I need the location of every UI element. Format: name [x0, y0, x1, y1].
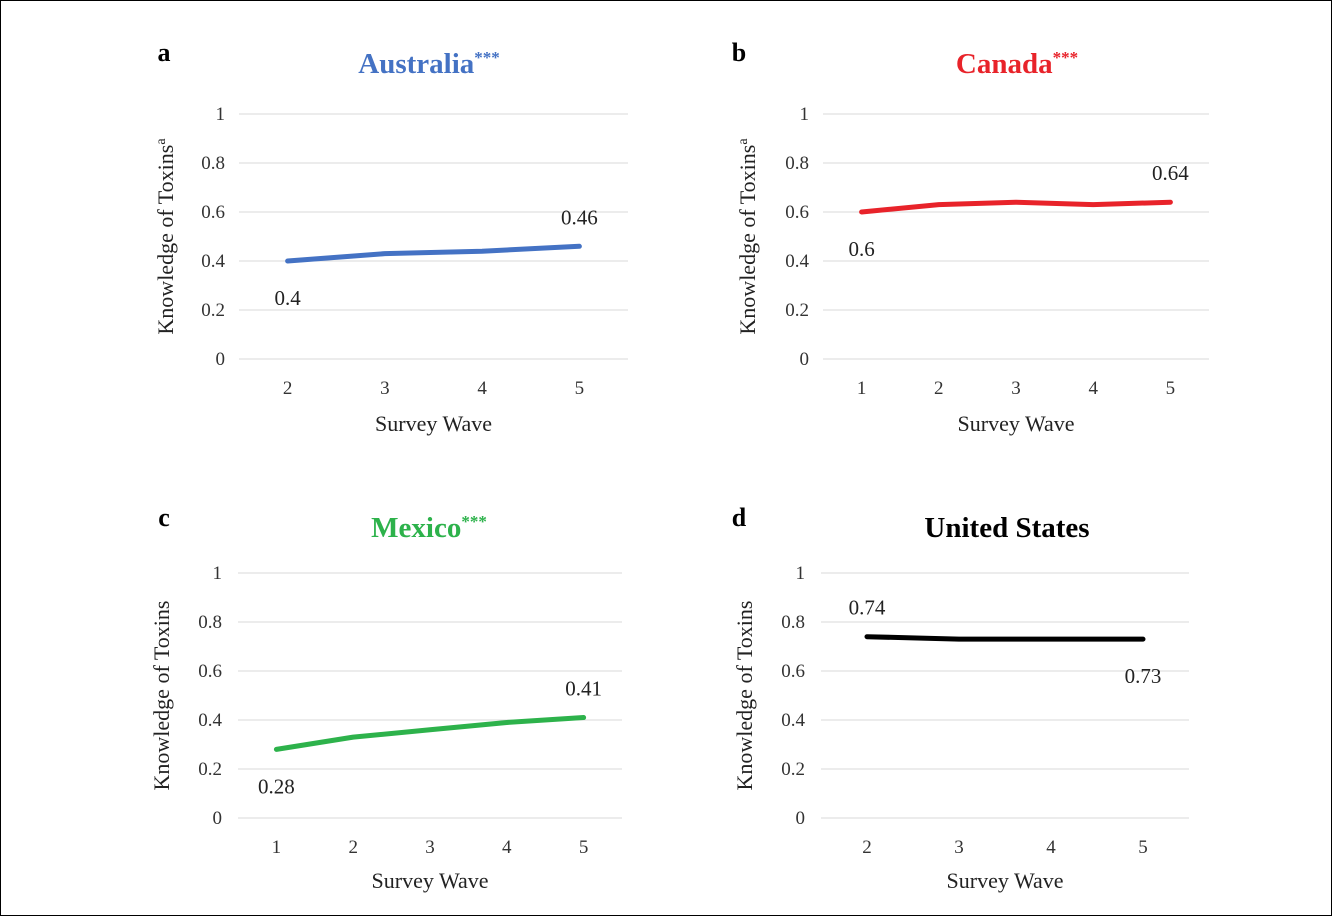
x-axis-label: Survey Wave: [375, 411, 492, 436]
chart-title: Mexico***: [371, 512, 487, 544]
series-line: [273, 715, 587, 752]
x-tick-label: 5: [575, 378, 585, 399]
y-tick-label: 0.2: [781, 759, 805, 780]
y-axis-label: Knowledge of Toxins: [149, 601, 174, 791]
chart-title-text: Australia: [358, 48, 475, 80]
y-axis-label-text: Knowledge of Toxins: [153, 145, 178, 335]
x-tick-label: 1: [272, 837, 282, 858]
data-label: 0.6: [848, 237, 874, 261]
series-line: [864, 634, 1146, 642]
chart-panel-c: c Mexico*** 0 0.2 0.4 0.6 0.8 1 1 2 3 4 5 Survey Wave…: [149, 503, 622, 893]
panel-letter: d: [732, 503, 747, 532]
y-axis-label-text: Knowledge of Toxins: [149, 601, 174, 791]
x-tick-label: 5: [1166, 378, 1176, 399]
y-axis-label: Knowledge of Toxinsa: [153, 138, 178, 335]
y-tick-label: 0.4: [785, 251, 809, 272]
x-tick-label: 4: [502, 837, 512, 858]
panel-letter: b: [732, 38, 746, 67]
chart-title: Canada***: [956, 48, 1078, 80]
y-axis-label-text: Knowledge of Toxins: [732, 601, 757, 791]
y-axis-label-superscript: a: [736, 138, 751, 145]
significance-stars: ***: [474, 48, 500, 67]
y-tick-label: 0.8: [781, 612, 805, 633]
chart-title-text: Canada: [956, 48, 1053, 80]
panel-letter: a: [158, 38, 171, 67]
x-axis-label: Survey Wave: [947, 868, 1064, 893]
chart-title: Australia***: [358, 48, 500, 80]
y-tick-label: 0.6: [785, 202, 809, 223]
chart-title: United States: [924, 512, 1089, 544]
data-label: 0.74: [849, 596, 886, 620]
significance-stars: ***: [461, 512, 487, 531]
chart-title-text: United States: [924, 512, 1089, 544]
y-tick-label: 0.2: [198, 759, 222, 780]
chart-panel-d: d United States 0 0.2 0.4 0.6 0.8 1 2 3 4 5 Survey W…: [732, 503, 1189, 893]
y-axis-label: Knowledge of Toxins: [732, 601, 757, 791]
x-tick-label: 3: [1011, 378, 1021, 399]
data-label: 0.64: [1152, 161, 1189, 185]
x-axis-label: Survey Wave: [372, 868, 489, 893]
y-tick-label: 0.6: [201, 202, 225, 223]
y-tick-label: 0.2: [785, 300, 809, 321]
y-tick-label: 0: [800, 349, 810, 370]
y-tick-label: 1: [796, 563, 806, 584]
x-tick-label: 4: [1088, 378, 1098, 399]
y-axis-label-superscript: a: [154, 138, 169, 145]
y-tick-label: 0: [796, 808, 806, 829]
x-tick-label: 1: [857, 378, 867, 399]
series-line: [285, 243, 582, 264]
x-axis-label: Survey Wave: [958, 411, 1075, 436]
y-tick-label: 1: [800, 104, 810, 125]
y-axis-label-text: Knowledge of Toxins: [735, 145, 760, 335]
y-tick-label: 0.8: [785, 153, 809, 174]
data-label: 0.4: [275, 286, 302, 310]
y-tick-label: 0: [216, 349, 226, 370]
chart-title-text: Mexico: [371, 512, 461, 544]
x-tick-label: 2: [934, 378, 944, 399]
panel-letter: c: [158, 503, 170, 532]
chart-panel-b: b Canada*** 0 0.2 0.4 0.6 0.8 1 1 2 3 4 5 Survey Wave…: [732, 38, 1209, 436]
y-tick-label: 0.8: [198, 612, 222, 633]
x-tick-label: 5: [579, 837, 589, 858]
y-tick-label: 0.4: [781, 710, 805, 731]
chart-panel-a: a Australia*** 0 0.2 0.4 0.6 0.8 1 2 3 4 5 Survey Wa…: [153, 38, 628, 436]
x-tick-label: 3: [425, 837, 435, 858]
x-tick-label: 3: [954, 837, 964, 858]
y-tick-label: 1: [213, 563, 223, 584]
y-tick-label: 0.2: [201, 300, 225, 321]
y-tick-label: 0: [213, 808, 223, 829]
x-tick-label: 2: [862, 837, 872, 858]
x-tick-label: 2: [348, 837, 358, 858]
y-tick-label: 0.6: [198, 661, 222, 682]
y-tick-label: 1: [216, 104, 226, 125]
y-tick-label: 0.4: [201, 251, 225, 272]
x-tick-label: 3: [380, 378, 390, 399]
data-label: 0.46: [561, 205, 598, 229]
series-line: [859, 199, 1173, 215]
significance-stars: ***: [1053, 48, 1079, 67]
data-label: 0.41: [565, 677, 602, 701]
x-tick-label: 4: [1046, 837, 1056, 858]
x-tick-label: 2: [283, 378, 293, 399]
data-label: 0.28: [258, 774, 295, 798]
x-tick-label: 5: [1138, 837, 1148, 858]
y-tick-label: 0.6: [781, 661, 805, 682]
data-label: 0.73: [1125, 664, 1162, 688]
y-tick-label: 0.8: [201, 153, 225, 174]
y-axis-label: Knowledge of Toxinsa: [735, 138, 760, 335]
x-tick-label: 4: [477, 378, 487, 399]
y-tick-label: 0.4: [198, 710, 222, 731]
